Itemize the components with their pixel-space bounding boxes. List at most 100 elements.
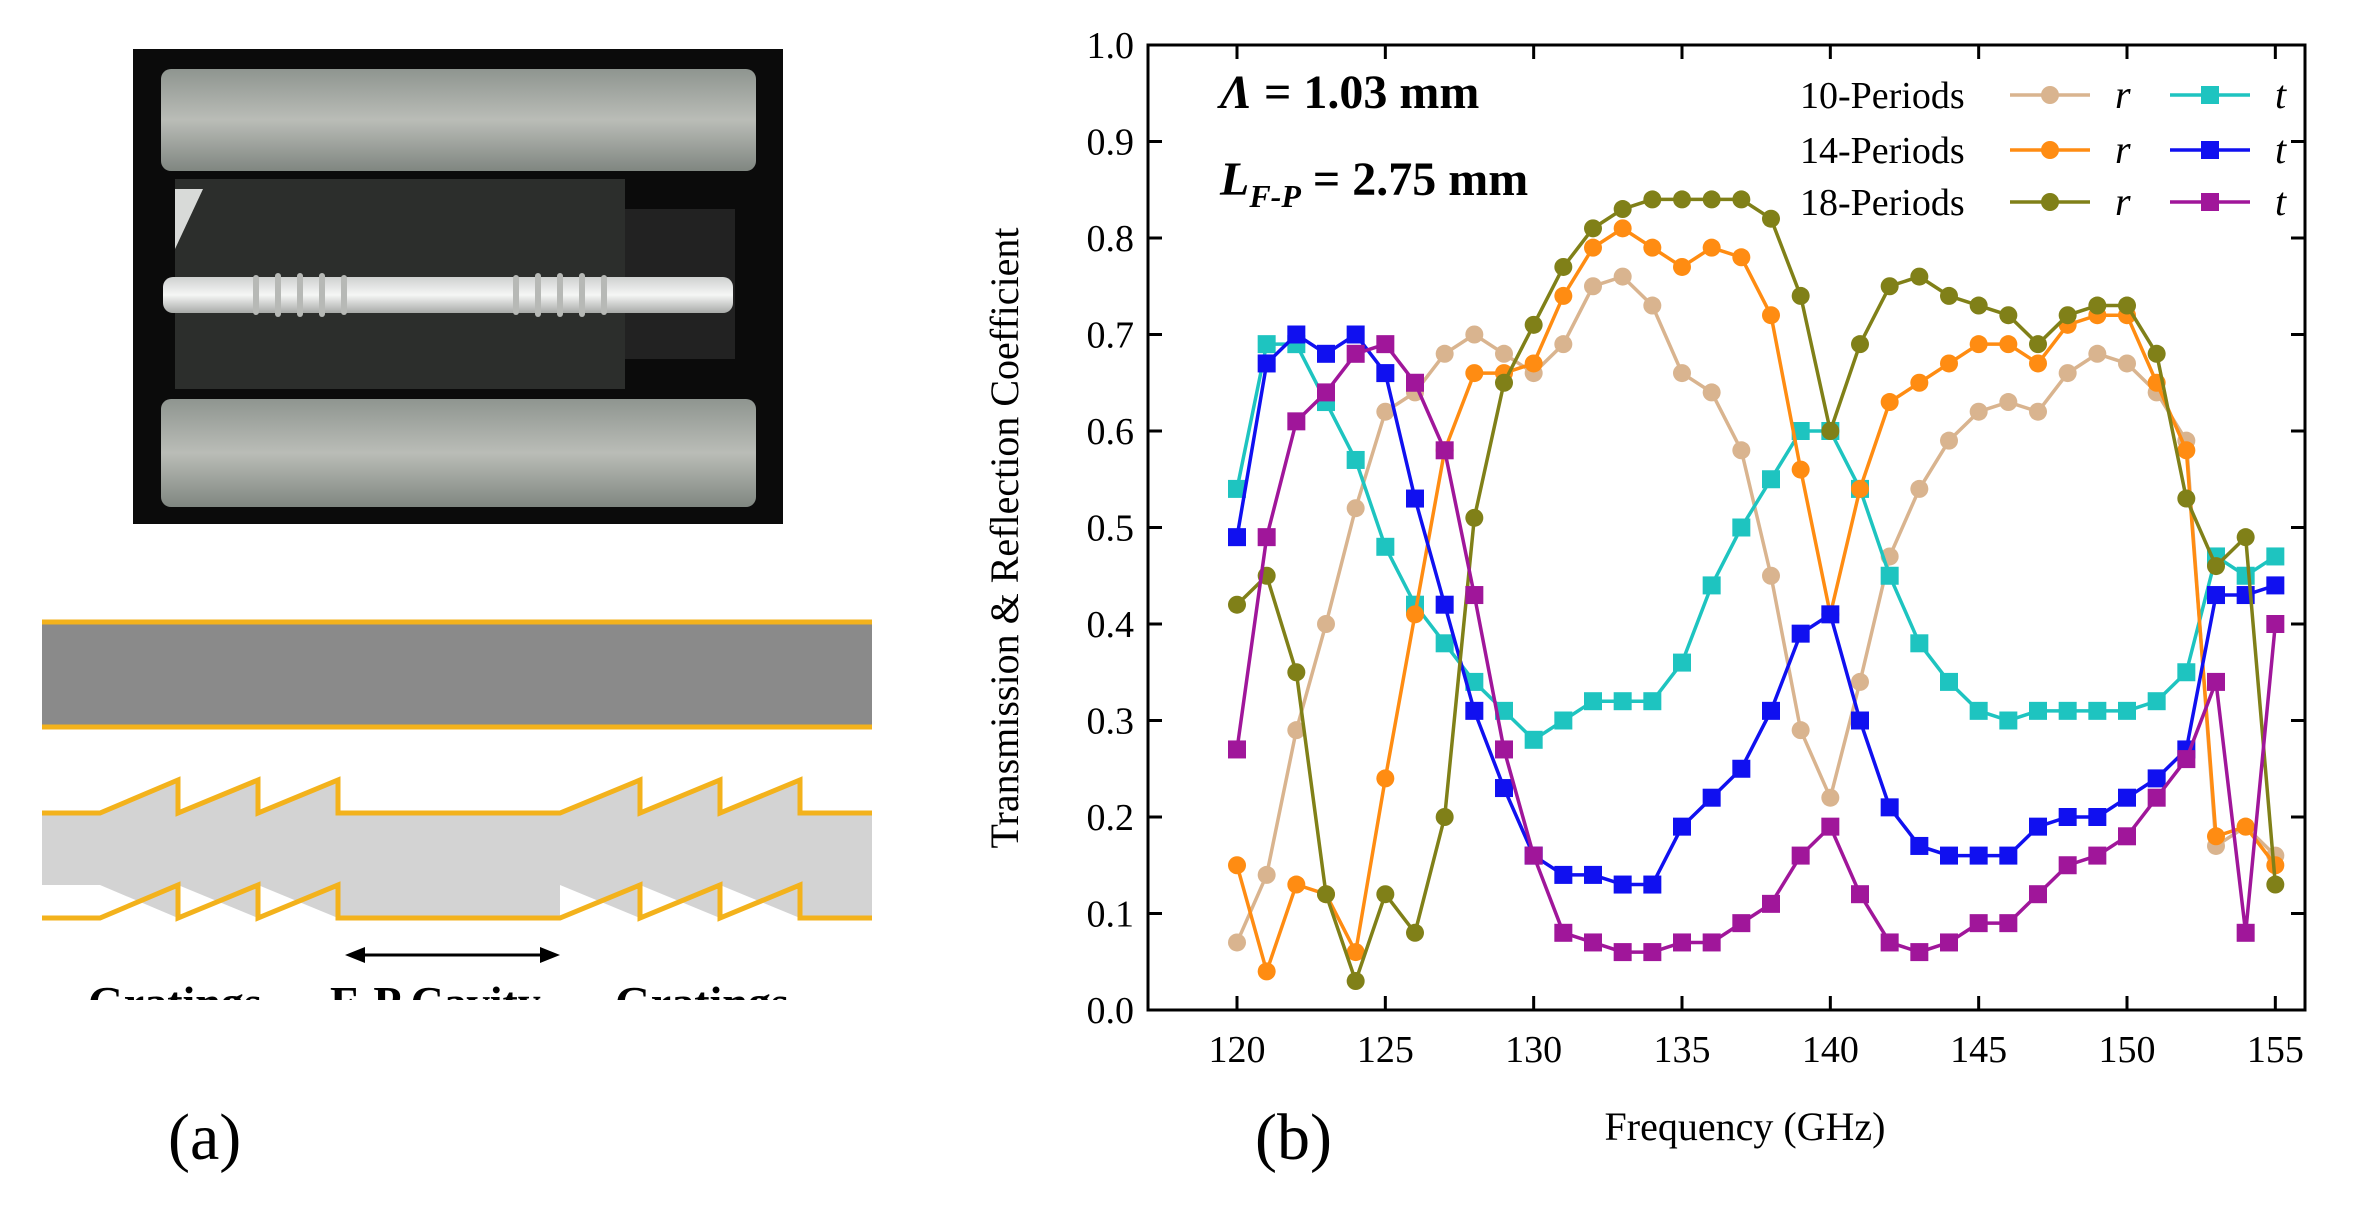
lambda-annotation: Λ = 1.03 mm [1217, 66, 1479, 119]
data-point [1406, 373, 1424, 392]
data-point [2177, 663, 2196, 682]
x-tick-label: 130 [1505, 1029, 1562, 1071]
data-point [1435, 344, 1454, 363]
data-point [1317, 615, 1335, 633]
data-point [1287, 663, 1306, 682]
data-point [1524, 846, 1543, 865]
legend-t-marker [2201, 141, 2219, 159]
data-point [1940, 933, 1958, 952]
legend-group-label: 14-Periods [1800, 130, 1965, 172]
data-point [2058, 306, 2077, 325]
data-point [2088, 296, 2107, 315]
data-point [1791, 624, 1810, 643]
data-point [1940, 846, 1958, 865]
gratings-right-label: Gratings [615, 977, 789, 1000]
data-point [1257, 354, 1276, 373]
data-point [2029, 701, 2047, 720]
legend-group-label: 18-Periods [1800, 182, 1965, 224]
data-point [1969, 402, 1988, 421]
data-point [1584, 865, 1602, 884]
data-point [1969, 914, 1988, 933]
x-tick-labels: 120 125 130 135 140 145 150 155 [1209, 1029, 2304, 1071]
data-point [1495, 701, 1513, 720]
length-value: = 2.75 mm [1301, 153, 1528, 206]
data-point [1613, 943, 1632, 962]
data-point [1228, 479, 1246, 498]
legend-r-marker [2041, 141, 2059, 159]
data-point [2118, 354, 2136, 373]
y-tick-label: 0.9 [1087, 122, 1135, 164]
data-point [1613, 219, 1632, 238]
data-point [1228, 528, 1246, 547]
waveguide-schematic: Gratings F-P Cavity Gratings [42, 619, 872, 1000]
series-10-periods-r [1228, 267, 2285, 952]
data-point [1851, 711, 1869, 730]
data-point [2118, 701, 2136, 720]
data-point [2029, 402, 2047, 421]
data-point [1346, 972, 1365, 991]
data-point [1495, 373, 1513, 392]
data-point [1346, 325, 1365, 344]
data-point [2177, 750, 2196, 769]
data-point [1910, 634, 1929, 653]
data-point [1880, 393, 1899, 412]
data-point [2058, 701, 2077, 720]
waveguide-photo [133, 49, 783, 524]
y-axis-title: Transmission & Reflection Coefficient [982, 227, 1027, 848]
data-point [1702, 190, 1721, 209]
data-point [1762, 566, 1780, 585]
data-point [2088, 846, 2107, 865]
legend: 10-Periods r t 14-Periods r t 18-Periods r t [1800, 72, 2287, 224]
data-point [1940, 672, 1958, 691]
series-14-periods-r [1228, 219, 2285, 981]
data-point [1584, 219, 1602, 238]
data-point [2266, 875, 2285, 894]
data-point [1376, 335, 1395, 354]
data-point [1910, 943, 1929, 962]
data-point [2236, 528, 2255, 547]
data-point [1702, 788, 1721, 807]
data-point [1435, 441, 1454, 460]
data-point [1554, 711, 1573, 730]
data-point [2266, 615, 2285, 633]
series-18-periods-r [1228, 190, 2285, 991]
data-point [1406, 923, 1424, 942]
data-point [2058, 856, 2077, 875]
length-symbol: L [1219, 153, 1249, 206]
data-point [1465, 672, 1484, 691]
y-tick-label: 0.3 [1087, 701, 1135, 743]
data-point [1762, 306, 1780, 325]
data-point [1524, 730, 1543, 749]
data-point [1910, 373, 1929, 392]
data-point [1376, 364, 1395, 383]
data-point [1613, 875, 1632, 894]
data-point [2207, 827, 2225, 846]
data-point [1732, 518, 1751, 537]
data-point [1969, 846, 1988, 865]
data-point [1673, 933, 1691, 952]
data-point [2029, 335, 2047, 354]
data-point [1762, 209, 1780, 228]
y-tick-label: 0.4 [1087, 604, 1135, 646]
data-point [2029, 817, 2047, 836]
data-point [1317, 383, 1335, 402]
data-point [1762, 470, 1780, 489]
data-point [1999, 306, 2018, 325]
data-point [1762, 894, 1780, 913]
data-point [1554, 335, 1573, 354]
data-point [1762, 701, 1780, 720]
data-point [1940, 354, 1958, 373]
data-point [2236, 923, 2255, 942]
data-point [1465, 325, 1484, 344]
data-point [1643, 943, 1662, 962]
legend-r-label: r [2115, 72, 2131, 117]
data-point [2147, 788, 2166, 807]
data-point [1732, 759, 1751, 778]
data-point [1584, 692, 1602, 711]
data-point [2177, 441, 2196, 460]
data-point [1643, 296, 1662, 315]
data-point [2029, 885, 2047, 904]
legend-r-label: r [2115, 179, 2131, 224]
series-line [1235, 342, 2278, 954]
cavity-length-arrow [345, 947, 560, 963]
